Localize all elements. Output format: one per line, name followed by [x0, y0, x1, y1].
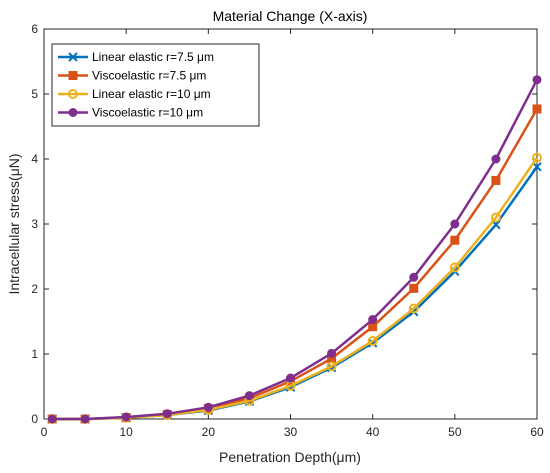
data-point: [409, 272, 419, 282]
y-axis-label: Intracellular stress(μN): [6, 153, 22, 294]
x-marker-stroke: [532, 162, 542, 172]
data-point: [80, 414, 90, 424]
data-point: [532, 75, 542, 85]
legend: Linear elastic r=7.5 μm Viscoelastic r=7.…: [51, 43, 260, 127]
y-tick-label: 0: [31, 412, 38, 426]
legend-item: Viscoelastic r=7.5 μm: [58, 69, 206, 83]
data-point: [532, 162, 542, 172]
data-point: [449, 262, 460, 273]
data-point: [47, 414, 57, 424]
y-tick-label: 6: [31, 22, 38, 36]
x-marker-stroke: [491, 219, 501, 230]
data-point: [490, 212, 501, 223]
data-point: [408, 303, 419, 314]
y-axis: 0 1 2 3 4 5 6: [31, 22, 537, 426]
data-point: [532, 152, 542, 163]
legend-item: Linear elastic r=10 μm: [58, 87, 211, 101]
x-tick-label: 0: [41, 425, 48, 439]
data-point: [450, 235, 460, 245]
series-layer: [47, 75, 542, 424]
data-point: [367, 336, 378, 346]
legend-item: Viscoelastic r=10 μm: [58, 106, 203, 120]
series: [47, 75, 542, 424]
y-tick-label: 2: [31, 282, 38, 296]
data-point: [327, 348, 337, 358]
x-marker-stroke: [68, 52, 78, 62]
x-tick-label: 30: [284, 425, 298, 439]
data-point: [326, 361, 337, 372]
data-point: [368, 315, 378, 325]
data-point: [68, 108, 78, 117]
data-point: [244, 391, 254, 401]
x-axis-label: Penetration Depth(μm): [219, 449, 361, 465]
x-tick-label: 40: [366, 425, 380, 439]
x-tick-label: 60: [530, 425, 544, 439]
legend-label: Viscoelastic r=7.5 μm: [92, 69, 206, 83]
legend-item: Linear elastic r=7.5 μm: [58, 50, 214, 64]
data-point: [491, 175, 501, 185]
data-point: [532, 104, 542, 114]
legend-label: Viscoelastic r=10 μm: [92, 106, 203, 120]
data-point: [68, 52, 78, 62]
x-tick-label: 20: [202, 425, 216, 439]
data-point: [121, 412, 131, 422]
data-point: [491, 154, 501, 164]
data-point: [409, 283, 419, 293]
data-point: [203, 402, 213, 412]
data-point: [450, 219, 460, 229]
y-tick-label: 1: [31, 347, 38, 361]
x-tick-label: 10: [119, 425, 133, 439]
data-point: [68, 89, 78, 99]
data-point: [162, 409, 172, 419]
y-tick-label: 3: [31, 217, 38, 231]
chart-title: Material Change (X-axis): [213, 8, 368, 24]
data-point: [286, 373, 295, 383]
y-tick-label: 4: [31, 152, 38, 166]
data-point: [68, 71, 78, 80]
legend-label: Linear elastic r=10 μm: [92, 87, 211, 101]
legend-label: Linear elastic r=7.5 μm: [92, 50, 214, 64]
x-axis: 0 10 20 30 40 50 60: [41, 29, 544, 439]
x-tick-label: 50: [448, 425, 462, 439]
y-tick-label: 5: [31, 87, 38, 101]
